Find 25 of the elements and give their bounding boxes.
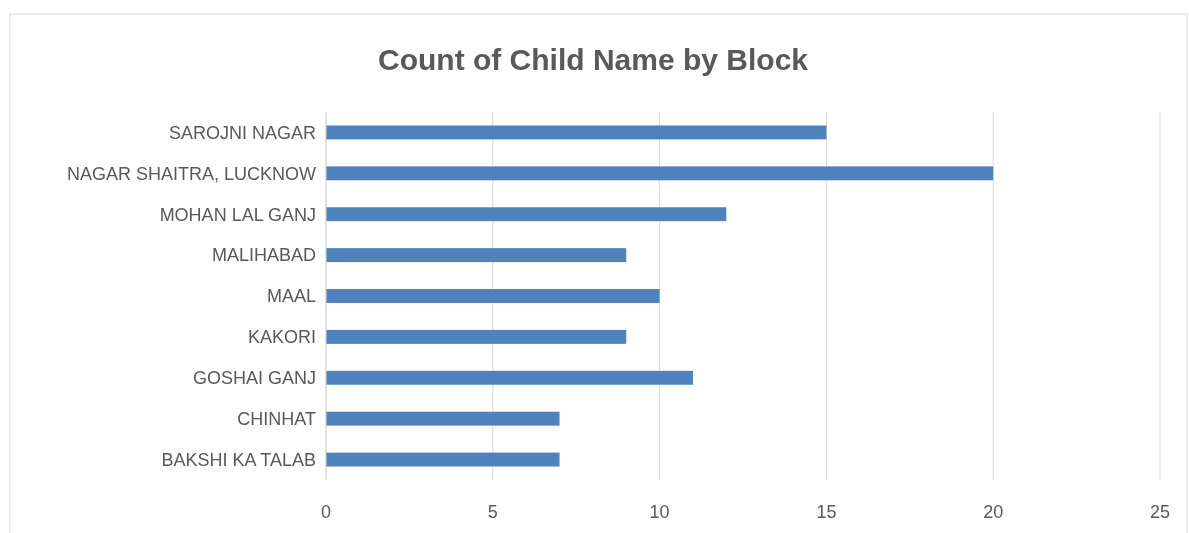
y-tick-label: MOHAN LAL GANJ [159,204,316,225]
bar [326,452,560,467]
y-tick-label: SAROJNI NAGAR [168,122,316,143]
x-tick-label: 15 [816,502,837,522]
x-tick-label: 0 [320,502,332,522]
x-tick-label: 10 [649,502,670,522]
x-tick-label: 25 [1149,502,1171,522]
x-tick-label: 5 [487,502,498,522]
bar [326,207,727,222]
y-tick-label: GOSHAI GANJ [192,368,316,389]
bar [326,125,827,140]
x-tick-label: 20 [983,502,1004,522]
bar [326,248,627,263]
y-tick-label: MALIHABAD [211,245,316,266]
bar [326,329,627,344]
bar [326,370,693,385]
bar [326,411,560,426]
chart-title: Count of Child Name by Block [377,43,809,76]
y-tick-label: NAGAR SHAITRA, LUCKNOW [66,163,317,184]
y-tick-label: MAAL [266,286,316,307]
y-tick-label: KAKORI [247,327,316,348]
bar [326,166,994,181]
bar [326,289,660,303]
y-tick-label: CHINHAT [237,408,316,429]
y-tick-label: BAKSHI KA TALAB [161,449,316,470]
